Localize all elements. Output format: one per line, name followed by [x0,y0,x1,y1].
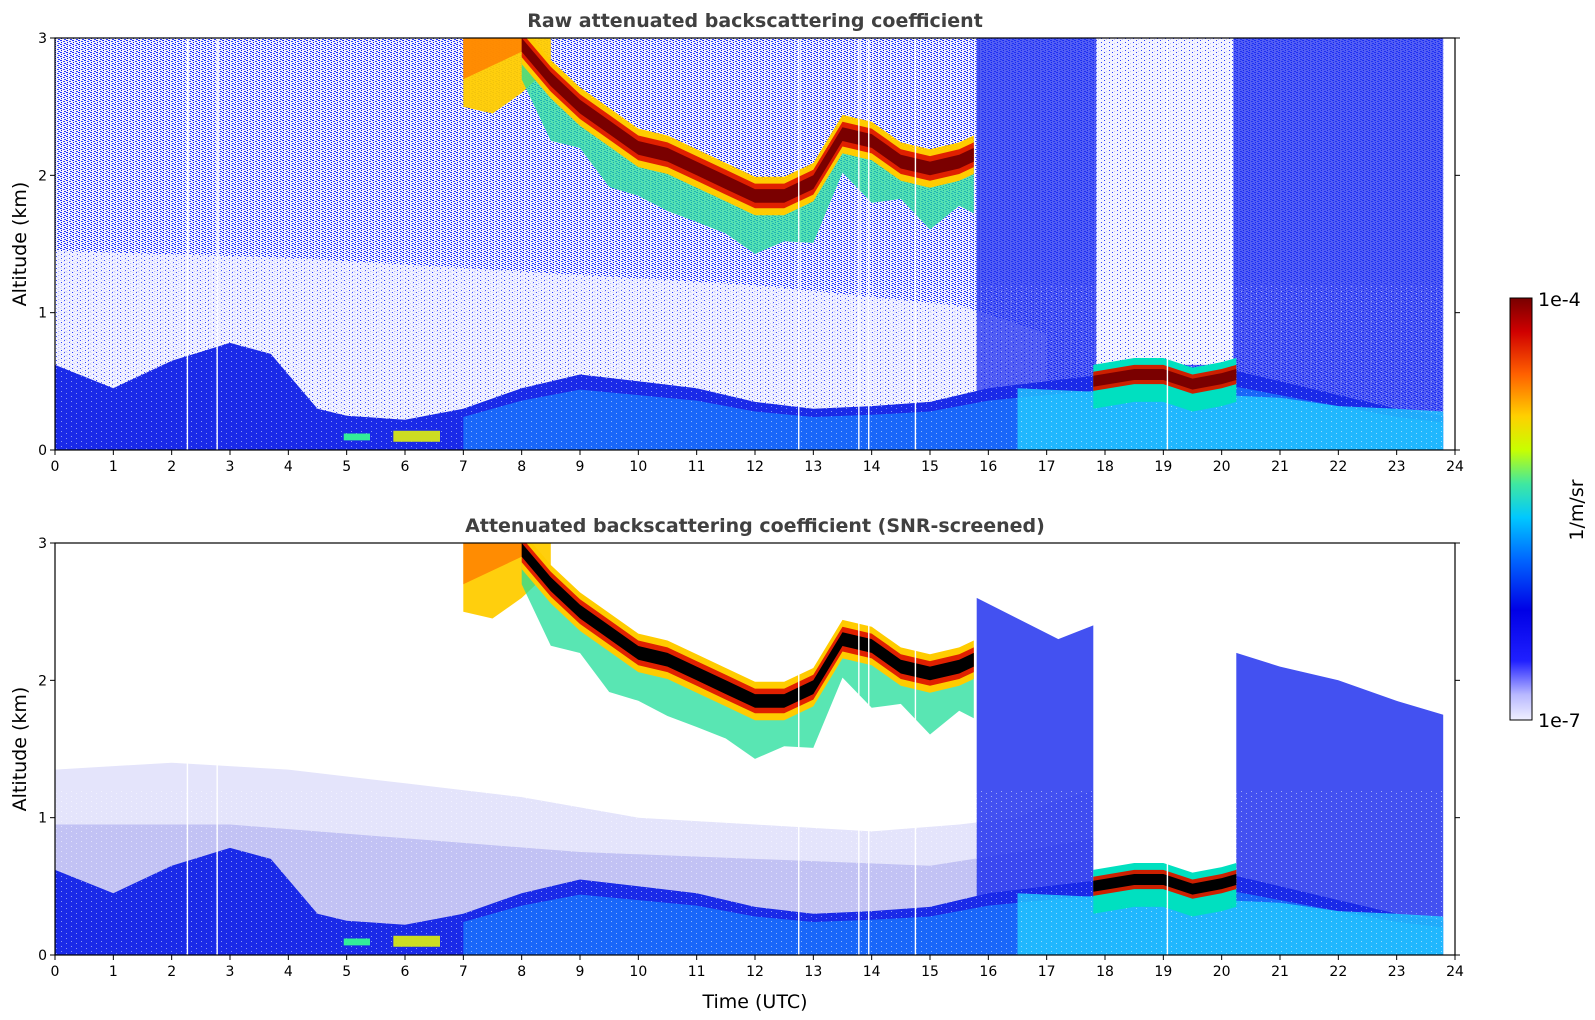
x-tick-label: 11 [688,459,706,475]
y-tick-label: 3 [38,31,47,47]
colorbar-unit-label: 1/m/sr [1566,479,1588,540]
x-tick-label: 8 [517,964,526,980]
x-tick-label: 3 [226,459,235,475]
x-tick-label: 1 [109,459,118,475]
bottom-y-axis-label: Altitude (km) [9,687,31,812]
y-tick-label: 1 [38,811,47,827]
y-tick-label: 0 [38,443,47,459]
x-tick-label: 6 [401,459,410,475]
x-tick-label: 7 [459,459,468,475]
x-tick-label: 2 [167,964,176,980]
x-tick-label: 18 [1096,964,1114,980]
surface-feature-2 [393,935,440,947]
fall-streak-core [463,543,522,585]
x-tick-label: 5 [342,459,351,475]
surface-feature-1 [343,938,370,946]
x-tick-label: 23 [1388,964,1406,980]
low-cloud-core [1093,369,1237,390]
x-tick-label: 21 [1271,459,1289,475]
x-tick-label: 24 [1446,459,1464,475]
x-tick-label: 4 [284,964,293,980]
low-cloud-core [1093,874,1237,895]
colorbar: 1e-4 1e-7 1/m/sr [1509,289,1588,732]
x-tick-label: 17 [1038,964,1056,980]
x-tick-label: 15 [921,459,939,475]
x-tick-label: 20 [1213,459,1231,475]
y-tick-label: 2 [38,168,47,184]
surface-feature-1 [343,433,370,441]
bottom-y-axis: 0 1 2 3 [38,536,1460,964]
x-tick-label: 22 [1329,459,1347,475]
no-data-region [1443,543,1455,955]
x-tick-label: 16 [979,459,997,475]
x-tick-label: 2 [167,459,176,475]
x-tick-label: 21 [1271,964,1289,980]
x-tick-label: 14 [863,964,881,980]
x-tick-label: 12 [746,459,764,475]
raw-backscatter-panel: Raw attenuated backscattering coefficien… [9,10,1464,475]
y-tick-label: 0 [38,948,47,964]
colorbar-gradient [1509,297,1533,721]
fall-streak-core [463,38,522,80]
bottom-panel-title: Attenuated backscattering coefficient (S… [465,515,1045,537]
x-tick-label: 10 [629,964,647,980]
x-tick-label: 13 [804,459,822,475]
y-tick-label: 2 [38,673,47,689]
x-tick-label: 18 [1096,459,1114,475]
y-tick-label: 1 [38,306,47,322]
bottom-heatmap [55,543,1455,955]
top-y-axis: 0 1 2 3 [38,31,1460,459]
no-data-region [1443,38,1455,450]
cirrus-virga [521,555,974,759]
x-tick-label: 19 [1154,459,1172,475]
colorbar-max-label: 1e-4 [1538,289,1581,311]
x-tick-label: 22 [1329,964,1347,980]
x-tick-label: 3 [226,964,235,980]
x-tick-label: 12 [746,964,764,980]
cirrus-virga [521,50,974,254]
top-heatmap [55,38,1455,450]
top-y-axis-label: Altitude (km) [9,182,31,307]
x-tick-label: 20 [1213,964,1231,980]
x-tick-label: 16 [979,964,997,980]
x-tick-label: 6 [401,964,410,980]
surface-feature-2 [393,430,440,442]
x-tick-label: 19 [1154,964,1172,980]
bottom-x-axis-label: Time (UTC) [701,991,807,1013]
x-tick-label: 0 [51,459,60,475]
x-tick-label: 0 [51,964,60,980]
x-tick-label: 9 [576,459,585,475]
top-x-axis: 0 1 2 3 4 5 6 7 8 9 10 11 12 13 14 15 16 17 18 19 20 21 22 23 24 [51,450,1464,475]
texture [55,285,1455,450]
top-panel-title: Raw attenuated backscattering coefficien… [527,10,983,32]
colorbar-min-label: 1e-7 [1538,710,1581,732]
y-tick-label: 3 [38,536,47,552]
x-tick-label: 17 [1038,459,1056,475]
texture [55,790,1455,955]
x-tick-label: 11 [688,964,706,980]
x-tick-label: 24 [1446,964,1464,980]
x-tick-label: 15 [921,964,939,980]
x-tick-label: 1 [109,964,118,980]
x-tick-label: 14 [863,459,881,475]
x-tick-label: 4 [284,459,293,475]
bottom-x-axis: 0 1 2 3 4 5 6 7 8 9 10 11 12 13 14 15 16 17 18 19 20 21 22 23 24 [51,955,1464,980]
x-tick-label: 8 [517,459,526,475]
x-tick-label: 7 [459,964,468,980]
x-tick-label: 13 [804,964,822,980]
x-tick-label: 5 [342,964,351,980]
screened-backscatter-panel: Attenuated backscattering coefficient (S… [9,515,1464,1013]
x-tick-label: 23 [1388,459,1406,475]
x-tick-label: 9 [576,964,585,980]
x-tick-label: 10 [629,459,647,475]
